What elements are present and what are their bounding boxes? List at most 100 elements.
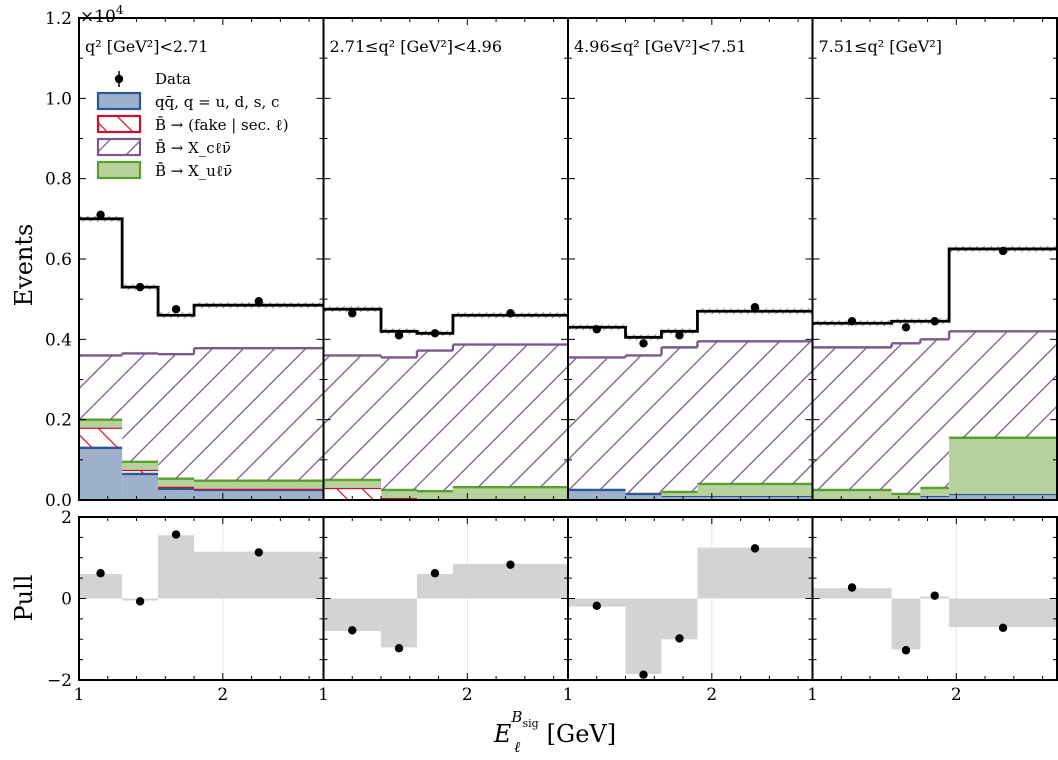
- xu-bar: [381, 489, 417, 498]
- pull-bar: [381, 598, 417, 648]
- qq-bar: [697, 495, 813, 500]
- pull-point: [750, 544, 760, 553]
- panel-1: q² [GeV²]<2.711 2: [74, 17, 325, 705]
- qq-bar: [194, 489, 324, 500]
- x-axis-title-sub: ℓ: [514, 738, 520, 756]
- pull-point: [348, 626, 357, 635]
- legend-entry-qq: qq̄, q = u, d, s, c: [96, 91, 279, 111]
- x-tick-label: 1: [74, 685, 85, 705]
- fake-bar: [323, 487, 382, 500]
- x-axis-title-supsub: sig: [522, 717, 538, 730]
- xc-bar: [122, 353, 159, 462]
- pull-point: [998, 623, 1008, 633]
- pull-bar: [194, 551, 324, 599]
- qq-bar: [568, 489, 626, 500]
- y-axis-title-events: Events: [10, 224, 38, 307]
- y-tick-label: 1.0: [45, 89, 72, 109]
- qq-bar: [158, 488, 195, 500]
- y-tick-label: 0.6: [45, 250, 72, 270]
- pull-point: [901, 646, 911, 655]
- xc-bar: [891, 343, 921, 494]
- data-point: [430, 329, 440, 338]
- x-tick-label: 2: [951, 685, 962, 705]
- legend-label-xu: B̄ → X_uℓν̄: [155, 162, 232, 180]
- panel-4: 7.51≤q² [GeV²] 1 2: [807, 17, 1058, 705]
- pull-point: [930, 591, 939, 600]
- pull-bar: [452, 563, 568, 599]
- pull-y-tick-label: 2: [61, 508, 72, 528]
- legend-swatch-xc: [96, 137, 142, 157]
- qq-bar: [79, 447, 123, 500]
- legend-marker-data: [114, 74, 124, 84]
- total-step-line: [812, 247, 1057, 325]
- panel-top-body: [812, 245, 1057, 500]
- pull-bar: [416, 574, 453, 599]
- panel-label: 4.96≤q² [GeV²]<7.51: [574, 37, 747, 56]
- x-tick-label: 2: [217, 685, 228, 705]
- xc-bar: [812, 347, 892, 490]
- scale-exponent: 4: [116, 3, 124, 17]
- pull-y-tick-label: −2: [47, 671, 72, 691]
- panel-3: 4.96≤q² [GeV²]<7.51 1 2: [563, 17, 814, 705]
- legend-label-data: Data: [155, 70, 191, 88]
- xu-bar: [661, 491, 698, 496]
- xu-bar: [122, 461, 159, 470]
- pull-point: [847, 583, 857, 592]
- y-tick-label: 0.4: [45, 330, 72, 350]
- fake-bar: [79, 427, 123, 448]
- pull-bar: [812, 588, 892, 599]
- data-point: [930, 317, 939, 326]
- data-point: [506, 309, 515, 318]
- xc-bar: [323, 355, 382, 480]
- panel-2: 2.71≤q² [GeV²]<4.961 2: [318, 17, 569, 705]
- x-tick-label: 1: [318, 685, 329, 705]
- xc-bar: [452, 344, 568, 488]
- data-point: [96, 210, 105, 220]
- legend-entry-xc: B̄ → X_cℓν̄: [96, 137, 231, 157]
- scale-label: ×10: [80, 7, 116, 27]
- data-point: [348, 309, 357, 318]
- legend-swatch-qq: [96, 91, 142, 111]
- data-point: [901, 323, 911, 332]
- x-tick-label: 2: [706, 685, 717, 705]
- pull-bar: [891, 598, 921, 650]
- total-step-line: [79, 217, 324, 317]
- panel-label: 7.51≤q² [GeV²]: [819, 37, 942, 56]
- x-axis-title-unit: [GeV]: [547, 720, 616, 748]
- data-point: [675, 331, 684, 340]
- xc-bar: [661, 347, 698, 492]
- pull-bar: [323, 598, 382, 632]
- qq-bar: [122, 473, 159, 500]
- legend-label-qq: qq̄, q = u, d, s, c: [155, 93, 279, 111]
- panels: q² [GeV²]<2.711 22.71≤q² [GeV²]<4.961 24.9…: [74, 17, 1058, 705]
- xu-bar: [323, 479, 382, 488]
- xu-bar: [194, 480, 324, 489]
- pull-bar: [79, 574, 123, 599]
- xc-bar: [625, 355, 662, 494]
- x-axis-title: EBsig [GeV]: [493, 708, 616, 748]
- legend-label-fake: B̄ → (fake | sec. ℓ): [155, 116, 289, 134]
- pull-bar: [697, 547, 813, 599]
- xc-bar: [949, 331, 1057, 438]
- data-point: [394, 331, 404, 340]
- xc-bar: [920, 339, 950, 488]
- total-step-line: [323, 307, 568, 335]
- legend: Data qq̄, q = u, d, s, c B̄ → (fake | sec.…: [96, 70, 289, 180]
- data-point: [639, 339, 648, 348]
- panel-top-body: [79, 215, 324, 500]
- data-point: [254, 296, 263, 306]
- pull-bar: [625, 598, 662, 674]
- pull-point: [254, 548, 263, 557]
- pull-point: [135, 597, 145, 606]
- pull-bar: [158, 535, 195, 599]
- scale-factor: ×104: [80, 3, 124, 27]
- y-tick-label: 0.8: [45, 170, 72, 190]
- qq-bar: [920, 495, 950, 500]
- total-step-line: [568, 309, 813, 339]
- pull-y-tick-label: 0: [61, 590, 72, 610]
- legend-entry-fake: B̄ → (fake | sec. ℓ): [96, 114, 289, 134]
- xu-bar: [891, 493, 921, 500]
